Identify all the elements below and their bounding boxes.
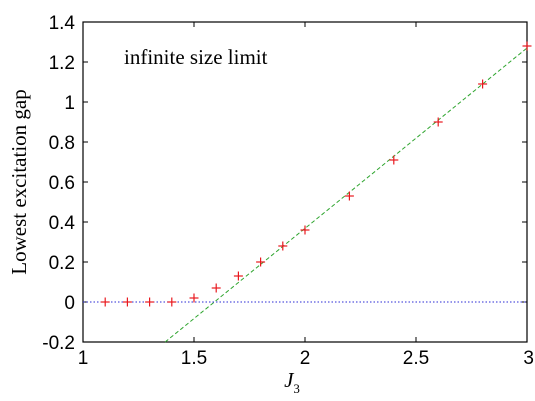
x-axis-label-subscript: 3 [293,381,300,396]
y-tick-label: 1.4 [49,13,76,34]
x-tick-label: 3 [523,348,534,369]
data-points [100,41,532,307]
x-tick-label: 1 [78,348,89,369]
x-tick-labels: 1 1.5 2 2.5 3 [78,348,534,369]
data-point [122,297,132,307]
y-tick-label: 0.4 [49,213,76,234]
y-tick-label: 0 [64,293,75,314]
y-tick-label: 0.2 [49,253,75,274]
data-point [233,271,243,281]
annotation-text: infinite size limit [124,45,268,69]
reference-lines [83,47,528,343]
x-axis-label: J3 [284,368,300,396]
x-axis-label-main: J [284,368,295,392]
data-point [189,293,199,303]
plot-frame [82,21,528,343]
y-tick-labels: -0.2 0 0.2 0.4 0.6 0.8 1 1.2 1.4 [42,13,75,354]
data-point [300,225,310,235]
data-point [145,297,155,307]
y-axis-label: Lowest excitation gap [7,89,31,274]
data-point [278,241,288,251]
x-tick-label: 2 [300,348,311,369]
tick-marks [82,21,528,343]
y-tick-label: 0.6 [49,173,75,194]
data-point [433,117,443,127]
data-point [478,79,488,89]
x-tick-label: 2.5 [403,348,429,369]
data-point [256,257,266,267]
data-point [167,297,177,307]
data-point [389,155,399,165]
y-tick-label: 1.2 [49,53,75,74]
y-tick-label: 1 [64,93,75,114]
y-tick-label: 0.8 [49,133,75,154]
linear-fit-line [164,47,528,343]
y-tick-label: -0.2 [42,333,75,354]
x-tick-label: 1.5 [181,348,207,369]
data-point [211,283,221,293]
data-point [522,41,532,51]
data-point [344,191,354,201]
data-point [100,297,110,307]
